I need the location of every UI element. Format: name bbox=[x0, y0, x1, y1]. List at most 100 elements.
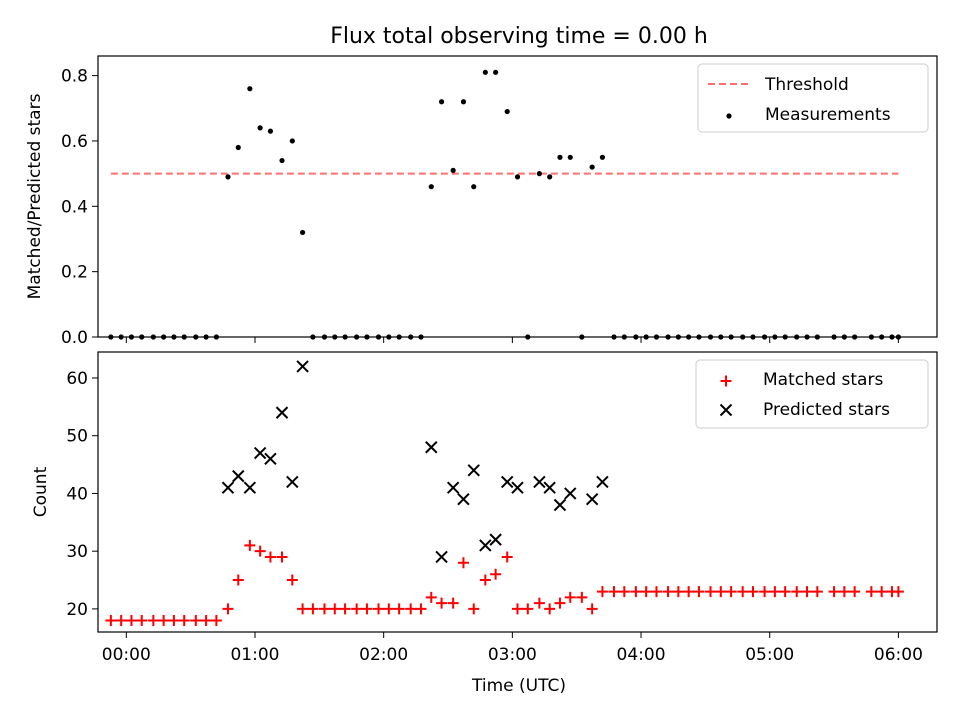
measurement-point bbox=[450, 167, 456, 173]
matched-star-point bbox=[158, 614, 170, 626]
matched-star-point bbox=[222, 603, 234, 615]
y-axis-label: Matched/Predicted stars bbox=[25, 93, 45, 299]
legend-box bbox=[697, 63, 929, 133]
predicted-star-point bbox=[511, 481, 524, 494]
predicted-star-point bbox=[585, 493, 599, 506]
matched-star-point bbox=[105, 614, 117, 626]
measurement-point bbox=[460, 99, 467, 105]
measurement-point bbox=[225, 174, 231, 180]
matched-star-point bbox=[286, 574, 298, 586]
predicted-star-point bbox=[596, 475, 609, 489]
y-tick-label: 0.0 bbox=[61, 328, 88, 348]
matched-star-point bbox=[725, 586, 737, 598]
predicted-star-point bbox=[425, 441, 438, 454]
matched-star-point bbox=[747, 586, 759, 598]
matched-star-point bbox=[672, 586, 684, 598]
measurement-point bbox=[557, 154, 563, 160]
predicted-star-point bbox=[533, 475, 546, 489]
matched-star-point bbox=[608, 586, 620, 598]
legend-measurement-label: Measurements bbox=[765, 105, 891, 125]
x-tick-label: 01:00 bbox=[230, 645, 279, 665]
y-axis-label: Count bbox=[31, 466, 51, 517]
matched-star-point bbox=[849, 586, 861, 598]
matched-star-point bbox=[405, 603, 417, 615]
matched-star-point bbox=[779, 586, 791, 598]
y-tick-label: 50 bbox=[66, 427, 88, 447]
measurement-point bbox=[247, 86, 253, 92]
measurement-point bbox=[300, 229, 306, 236]
predicted-star-point bbox=[500, 475, 514, 489]
matched-star-point bbox=[125, 614, 137, 626]
predicted-star-point bbox=[243, 481, 257, 494]
matched-star-point bbox=[276, 551, 288, 563]
x-tick-label: 03:00 bbox=[488, 645, 537, 665]
measurement-point bbox=[471, 184, 477, 190]
y-tick-label: 0.6 bbox=[61, 132, 88, 152]
matched-star-point bbox=[210, 614, 222, 626]
measurement-point bbox=[567, 154, 573, 160]
measurement-point bbox=[547, 174, 553, 180]
matched-star-point bbox=[115, 614, 127, 626]
matched-star-point bbox=[650, 586, 662, 598]
matched-star-point bbox=[828, 586, 840, 598]
matched-star-point bbox=[351, 603, 363, 615]
predicted-star-point bbox=[264, 452, 277, 466]
matched-star-point bbox=[544, 603, 556, 615]
legend-threshold-label: Threshold bbox=[764, 75, 849, 95]
matched-star-point bbox=[425, 591, 437, 603]
measurement-point bbox=[504, 108, 510, 115]
matched-star-point bbox=[147, 614, 159, 626]
legend: Threshold Measurements bbox=[697, 63, 929, 133]
matched-star-point bbox=[801, 586, 813, 598]
matched-star-point bbox=[168, 614, 180, 626]
matched-star-point bbox=[318, 603, 330, 615]
measurement-point bbox=[257, 125, 263, 131]
matched-star-point bbox=[662, 586, 674, 598]
matched-star-point bbox=[715, 586, 727, 598]
y-tick-label: 0.8 bbox=[61, 67, 88, 87]
matched-star-point bbox=[383, 603, 395, 615]
matched-star-point bbox=[683, 586, 695, 598]
matched-star-point bbox=[501, 551, 513, 563]
x-tick-label: 06:00 bbox=[874, 645, 923, 665]
measurement-point bbox=[482, 69, 488, 75]
x-tick-label: 00:00 bbox=[102, 645, 151, 665]
predicted-star-point bbox=[275, 406, 289, 419]
legend-measurement-swatch bbox=[726, 113, 732, 119]
y-tick-label: 40 bbox=[66, 484, 88, 504]
matched-star-point bbox=[447, 597, 459, 609]
matched-star-point bbox=[297, 603, 309, 615]
matched-star-point bbox=[244, 539, 256, 551]
matched-star-point bbox=[200, 614, 212, 626]
matched-star-point bbox=[479, 574, 491, 586]
predicted-star-point bbox=[296, 360, 309, 373]
measurement-point bbox=[493, 69, 499, 75]
predicted-star-point bbox=[479, 539, 492, 552]
matched-star-point bbox=[264, 551, 276, 563]
predicted-star-point bbox=[232, 469, 245, 483]
predicted-star-point bbox=[446, 481, 460, 494]
matched-star-point bbox=[329, 603, 341, 615]
matched-star-point bbox=[640, 586, 652, 598]
matched-star-point bbox=[468, 603, 480, 615]
measurement-point bbox=[428, 184, 434, 190]
matched-star-point bbox=[791, 586, 803, 598]
matched-star-point bbox=[415, 603, 427, 615]
y-tick-label: 60 bbox=[66, 369, 88, 389]
matched-star-point bbox=[457, 557, 469, 569]
x-tick-label: 04:00 bbox=[617, 645, 666, 665]
top-axes: 0.0 0.2 0.4 0.6 0.8 Matched/Predicted stars Th… bbox=[25, 55, 938, 348]
legend-predicted-label: Predicted stars bbox=[763, 400, 890, 420]
predicted-star-point bbox=[457, 493, 470, 506]
legend-matched-label: Matched stars bbox=[763, 370, 883, 390]
measurement-point bbox=[589, 164, 595, 170]
matched-star-point bbox=[586, 603, 598, 615]
matched-star-point bbox=[811, 586, 823, 598]
matched-star-point bbox=[576, 591, 588, 603]
matched-star-point bbox=[865, 586, 877, 598]
predicted-star-point bbox=[286, 475, 299, 489]
legend-predicted-swatch bbox=[719, 403, 733, 417]
measurement-point bbox=[279, 157, 285, 164]
matched-star-point bbox=[596, 586, 608, 598]
